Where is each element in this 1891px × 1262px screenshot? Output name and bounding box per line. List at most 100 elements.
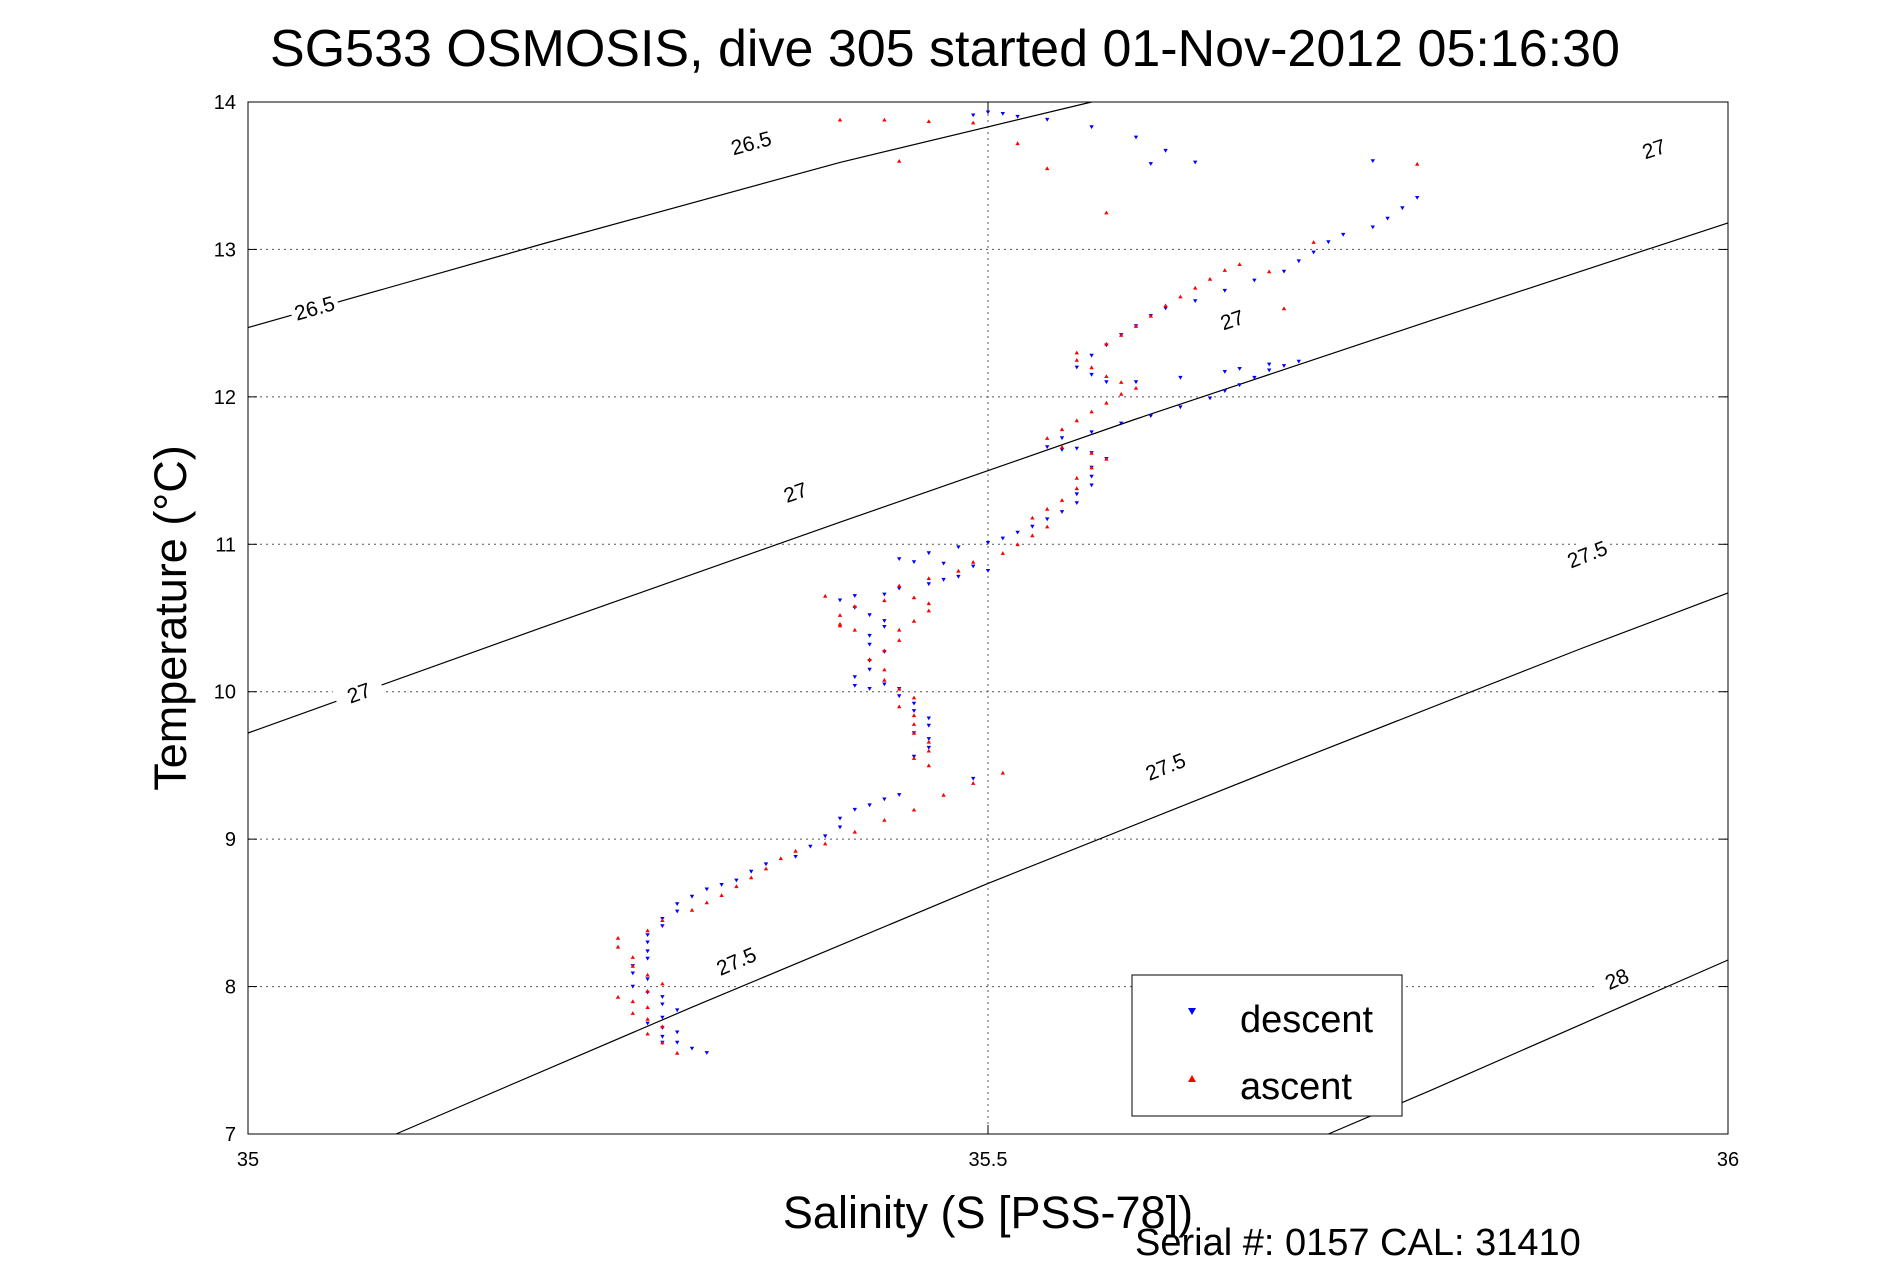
ascent-point bbox=[852, 829, 857, 834]
y-tick-label: 10 bbox=[214, 682, 236, 704]
descent-point bbox=[689, 1046, 695, 1051]
descent-point bbox=[985, 569, 991, 573]
descent-point bbox=[911, 701, 917, 706]
ascent-point bbox=[660, 918, 665, 922]
descent-point bbox=[985, 110, 991, 115]
descent-point bbox=[1133, 380, 1139, 385]
descent-point bbox=[1252, 375, 1257, 380]
descent-point bbox=[675, 1008, 680, 1013]
ascent-point bbox=[911, 731, 917, 735]
ascent-point bbox=[926, 748, 931, 753]
ascent-point bbox=[1074, 475, 1079, 480]
ascent-point bbox=[660, 981, 665, 986]
ascent-point bbox=[630, 955, 635, 959]
descent-point bbox=[1045, 445, 1050, 449]
ascent-point bbox=[778, 856, 783, 861]
contour-label-bg bbox=[1560, 533, 1614, 574]
y-tick-label: 9 bbox=[225, 829, 236, 851]
descent-point bbox=[1296, 259, 1301, 264]
chart-title: SG533 OSMOSIS, dive 305 started 01-Nov-2… bbox=[270, 20, 1620, 78]
ascent-point bbox=[897, 638, 902, 642]
descent-point bbox=[1296, 359, 1301, 364]
descent-point bbox=[1045, 117, 1050, 122]
descent-point bbox=[1415, 196, 1420, 200]
ascent-point bbox=[1074, 418, 1079, 423]
descent-point bbox=[1074, 446, 1079, 451]
ascent-point bbox=[660, 1040, 665, 1045]
ascent-point bbox=[1074, 486, 1079, 491]
descent-point bbox=[926, 745, 931, 750]
ascent-point bbox=[645, 1005, 650, 1009]
ascent-point bbox=[941, 792, 946, 797]
density-contours bbox=[247, 101, 1729, 1135]
descent-point bbox=[1222, 370, 1227, 374]
x-tick-label: 36 bbox=[1717, 1149, 1739, 1171]
ascent-point bbox=[1045, 506, 1050, 511]
ascent-point bbox=[971, 560, 976, 564]
y-tick-label: 13 bbox=[214, 239, 236, 261]
descent-point bbox=[897, 557, 902, 561]
ascent-point bbox=[1207, 276, 1213, 281]
ascent-point bbox=[630, 999, 635, 1004]
y-axis-ticks: 7 8 9 10 11 12 13 14 bbox=[214, 92, 1728, 1146]
ascent-point bbox=[1104, 456, 1109, 461]
descent-point bbox=[882, 682, 887, 687]
series-ascent bbox=[615, 117, 1420, 1055]
descent-point bbox=[837, 825, 843, 830]
ascent-point bbox=[1267, 269, 1272, 274]
ascent-point bbox=[645, 1017, 650, 1021]
descent-point bbox=[897, 586, 902, 591]
descent-point bbox=[1089, 474, 1094, 479]
descent-point bbox=[852, 594, 857, 598]
descent-point bbox=[689, 894, 695, 899]
descent-point bbox=[660, 1002, 665, 1007]
legend-box bbox=[1131, 974, 1403, 1117]
descent-point bbox=[956, 545, 961, 550]
descent-point bbox=[1089, 483, 1094, 488]
ascent-point bbox=[675, 1050, 680, 1055]
ascent-point bbox=[793, 848, 798, 853]
ascent-point bbox=[1059, 445, 1065, 449]
descent-point bbox=[867, 667, 872, 672]
descent-point bbox=[704, 887, 709, 892]
ascent-point bbox=[882, 677, 887, 682]
descent-point bbox=[704, 1051, 709, 1055]
legend-ascent-label: ascent bbox=[1240, 1066, 1352, 1108]
descent-point bbox=[1045, 517, 1050, 522]
ascent-point bbox=[1000, 770, 1005, 775]
ascent-point bbox=[897, 159, 902, 163]
ascent-point bbox=[1193, 285, 1198, 290]
ascent-point bbox=[1133, 324, 1139, 328]
descent-point bbox=[1178, 375, 1183, 380]
descent-point bbox=[1059, 436, 1065, 441]
contour-label-bg bbox=[1627, 129, 1681, 168]
descent-point bbox=[1119, 421, 1124, 426]
ascent-point bbox=[1089, 450, 1094, 455]
descent-point bbox=[793, 855, 798, 859]
ascent-point bbox=[719, 893, 724, 897]
descent-point bbox=[926, 716, 931, 721]
ascent-point bbox=[911, 595, 917, 600]
ascent-point bbox=[689, 907, 695, 912]
descent-point bbox=[897, 793, 902, 797]
ascent-point bbox=[823, 593, 828, 598]
descent-point bbox=[1207, 396, 1213, 401]
descent-point bbox=[985, 541, 991, 545]
legend-ascent-marker bbox=[1188, 1075, 1196, 1082]
ascent-point bbox=[660, 1024, 665, 1029]
ascent-point bbox=[645, 1031, 650, 1036]
ascent-point bbox=[749, 875, 754, 880]
ascent-point bbox=[882, 117, 887, 122]
ascent-point bbox=[852, 604, 857, 608]
descent-point bbox=[941, 577, 946, 582]
ascent-point bbox=[837, 623, 843, 628]
ascent-point bbox=[882, 648, 887, 653]
descent-point bbox=[926, 737, 931, 741]
descent-point bbox=[1370, 225, 1375, 230]
descent-point bbox=[867, 613, 872, 618]
legend-descent-marker bbox=[1188, 1008, 1196, 1015]
descent-point bbox=[763, 862, 769, 867]
ascent-point bbox=[926, 601, 931, 606]
ascent-point bbox=[911, 713, 917, 718]
